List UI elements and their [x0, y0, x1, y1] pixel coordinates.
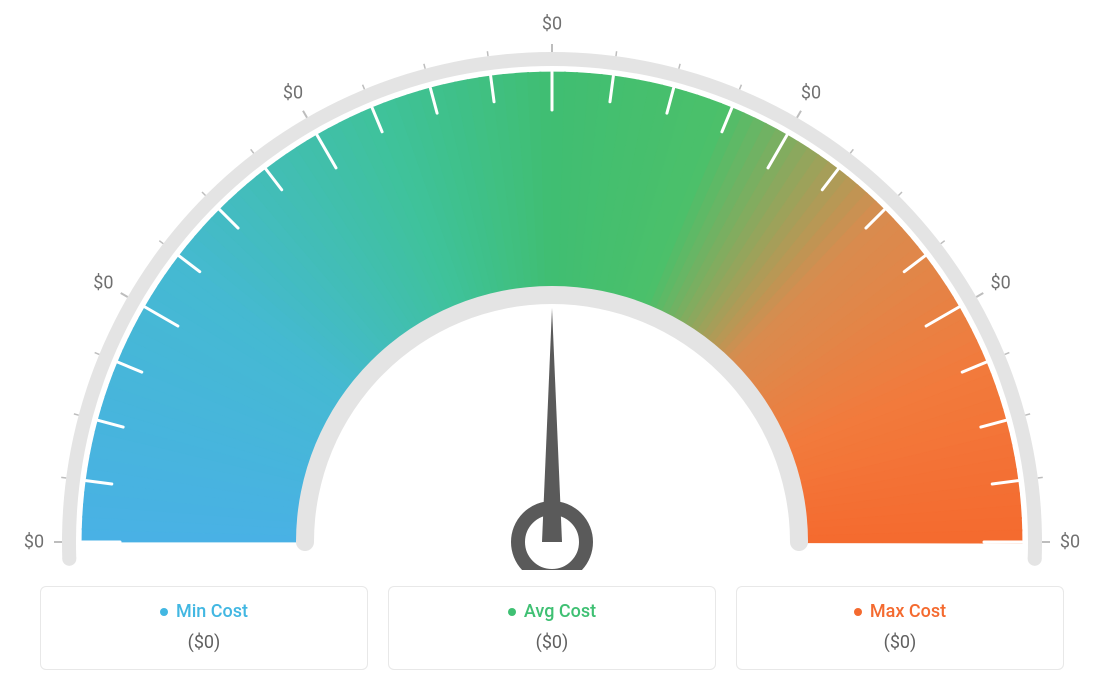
- scale-label: $0: [283, 83, 303, 104]
- legend-title-max: Max Cost: [854, 601, 946, 622]
- legend-label-min: Min Cost: [176, 601, 248, 622]
- legend-value-avg: ($0): [405, 632, 699, 653]
- legend-label-avg: Avg Cost: [524, 601, 596, 622]
- legend-card-max: Max Cost ($0): [736, 586, 1064, 671]
- legend-card-min: Min Cost ($0): [40, 586, 368, 671]
- legend-label-max: Max Cost: [870, 601, 946, 622]
- legend-row: Min Cost ($0) Avg Cost ($0) Max Cost ($0…: [40, 586, 1064, 671]
- scale-label: $0: [801, 83, 821, 104]
- legend-title-avg: Avg Cost: [508, 601, 596, 622]
- legend-dot-min: [160, 608, 168, 616]
- scale-label: $0: [1060, 532, 1080, 553]
- gauge-svg: [0, 10, 1104, 570]
- scale-label: $0: [93, 273, 113, 294]
- legend-value-max: ($0): [753, 632, 1047, 653]
- legend-dot-avg: [508, 608, 516, 616]
- legend-dot-max: [854, 608, 862, 616]
- gauge-chart-container: $0 $0 $0 $0 $0 $0 $0 Min Cost ($0) Avg Cost ($…: [0, 0, 1104, 690]
- legend-title-min: Min Cost: [160, 601, 248, 622]
- scale-label: $0: [542, 14, 562, 35]
- scale-label: $0: [990, 273, 1010, 294]
- scale-label: $0: [24, 532, 44, 553]
- legend-card-avg: Avg Cost ($0): [388, 586, 716, 671]
- legend-value-min: ($0): [57, 632, 351, 653]
- gauge-area: $0 $0 $0 $0 $0 $0 $0: [0, 10, 1104, 570]
